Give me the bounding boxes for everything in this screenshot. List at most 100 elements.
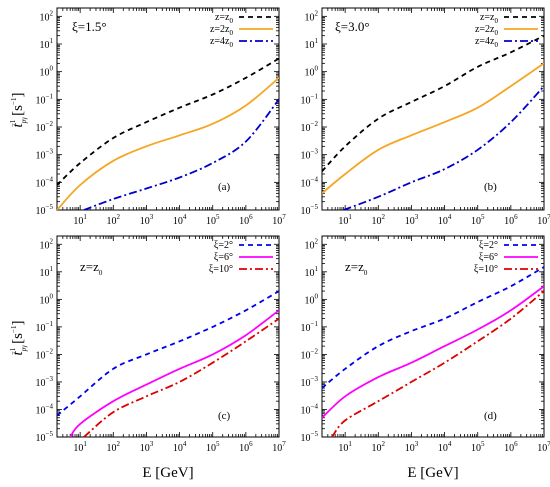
panel-label: (b) <box>484 181 497 193</box>
legend-label: z=2z0 <box>210 24 234 37</box>
legend-label: z=4z0 <box>210 36 234 49</box>
panel-d: 101 102 103 104 105 106 107 10−5 10−4 10−3 10−2 10−… <box>301 235 550 454</box>
legend-label: ξ=10° <box>474 264 498 275</box>
x-tick-label: 103 <box>140 440 154 454</box>
y-tick-label: 101 <box>305 37 319 51</box>
y-tick-label: 10−5 <box>301 203 319 217</box>
x-axis-label: E [GeV] <box>142 465 193 481</box>
series-group <box>57 57 279 210</box>
y-tick-label: 10−2 <box>36 347 54 361</box>
y-tick-label: 10−2 <box>301 120 319 134</box>
x-tick-label: 104 <box>438 440 452 454</box>
plot-frame <box>56 7 280 211</box>
y-tick-label: 10−3 <box>36 148 54 162</box>
panel-annotation: z=z0 <box>80 259 103 277</box>
x-tick-label: 101 <box>73 213 87 227</box>
x-axis-label: E [GeV] <box>407 465 458 481</box>
x-tick-label: 105 <box>206 213 220 227</box>
x-tick-label: 103 <box>405 440 419 454</box>
y-tick-label: 10−4 <box>36 402 54 416</box>
x-tick-label: 106 <box>504 213 518 227</box>
series-line-3 <box>331 290 544 437</box>
legend-label: ξ=2° <box>479 240 498 251</box>
y-tick-label: 10−5 <box>36 430 54 444</box>
series-line-1 <box>57 290 279 417</box>
series-line-1 <box>322 266 544 389</box>
y-tick-label: 10−1 <box>36 320 54 334</box>
panel-annotation: ξ=3.0° <box>335 19 370 34</box>
y-tick-label: 10−3 <box>36 375 54 389</box>
y-tick-label: 10−4 <box>301 175 319 189</box>
series-group <box>322 266 544 437</box>
panel-annotation: z=z0 <box>345 259 368 277</box>
legend-label: ξ=6° <box>214 252 233 263</box>
panel-label: (a) <box>218 181 231 193</box>
x-tick-label: 101 <box>338 213 352 227</box>
y-tick-label: 10−2 <box>301 347 319 361</box>
panel-label: (c) <box>218 410 231 422</box>
x-tick-label: 106 <box>239 213 253 227</box>
x-tick-label: 102 <box>107 440 121 454</box>
x-tick-label: 102 <box>372 440 386 454</box>
y-tick-label: 102 <box>40 237 54 251</box>
y-tick-label: 10−1 <box>301 92 319 106</box>
x-tick-label: 105 <box>471 440 485 454</box>
y-tick-label: 102 <box>305 237 319 251</box>
x-tick-label: 103 <box>140 213 154 227</box>
series-line-1 <box>322 34 544 172</box>
series-line-3 <box>343 85 544 210</box>
x-tick-label: 102 <box>372 213 386 227</box>
y-axis-label: tpγ−1 [s−1] <box>9 93 28 128</box>
panel-annotation: ξ=1.5° <box>72 19 107 34</box>
x-tick-label: 104 <box>173 213 187 227</box>
x-tick-label: 101 <box>73 440 87 454</box>
series-group <box>57 290 279 437</box>
x-tick-label: 107 <box>272 213 286 227</box>
series-line-2 <box>322 62 544 194</box>
y-tick-label: 102 <box>305 9 319 23</box>
panel-label: (d) <box>484 410 497 422</box>
legend-label: ξ=10° <box>209 264 233 275</box>
legend: ξ=2°ξ=6°ξ=10° <box>474 240 538 275</box>
y-tick-label: 10−3 <box>301 375 319 389</box>
series-line-2 <box>69 309 279 437</box>
y-tick-label: 10−4 <box>301 402 319 416</box>
x-tick-label: 105 <box>471 213 485 227</box>
panel-c: 101 102 103 104 105 106 107 10−5 10−4 10−3 10−2 10−… <box>36 235 286 454</box>
plot-frame <box>321 235 545 438</box>
panel-b: 101 102 103 104 105 106 107 10−5 10−4 10−3 10−2 10−… <box>301 7 550 227</box>
y-tick-label: 10−5 <box>36 203 54 217</box>
x-tick-label: 101 <box>338 440 352 454</box>
y-axis-label: tpγ−1 [s−1] <box>9 321 28 356</box>
series-line-2 <box>322 285 544 419</box>
legend: ξ=2°ξ=6°ξ=10° <box>209 240 273 275</box>
legend-label: z=z0 <box>215 12 234 25</box>
x-tick-label: 107 <box>537 440 550 454</box>
y-tick-label: 10−5 <box>301 430 319 444</box>
x-tick-label: 105 <box>206 440 220 454</box>
y-tick-label: 101 <box>40 265 54 279</box>
y-tick-label: 102 <box>40 9 54 23</box>
series-group <box>322 34 544 210</box>
legend-label: ξ=2° <box>214 240 233 251</box>
legend-label: z=z0 <box>480 12 499 25</box>
x-tick-label: 106 <box>239 440 253 454</box>
x-tick-label: 106 <box>504 440 518 454</box>
series-line-3 <box>83 317 279 437</box>
plot-frame <box>56 235 280 438</box>
x-tick-label: 107 <box>537 213 550 227</box>
legend-label: z=4z0 <box>475 36 499 49</box>
legend-label: ξ=6° <box>479 252 498 263</box>
y-tick-label: 10−3 <box>301 148 319 162</box>
y-tick-label: 10−4 <box>36 175 54 189</box>
series-line-1 <box>57 57 279 186</box>
y-tick-label: 10−2 <box>36 120 54 134</box>
plot-frame <box>321 7 545 211</box>
y-tick-label: 10−1 <box>301 320 319 334</box>
series-line-3 <box>83 98 279 210</box>
y-tick-label: 100 <box>305 292 319 306</box>
panel-a: 101 102 103 104 105 106 107 10−5 10−4 10−3 10−2 10−… <box>36 7 286 227</box>
series-line-2 <box>57 77 279 210</box>
